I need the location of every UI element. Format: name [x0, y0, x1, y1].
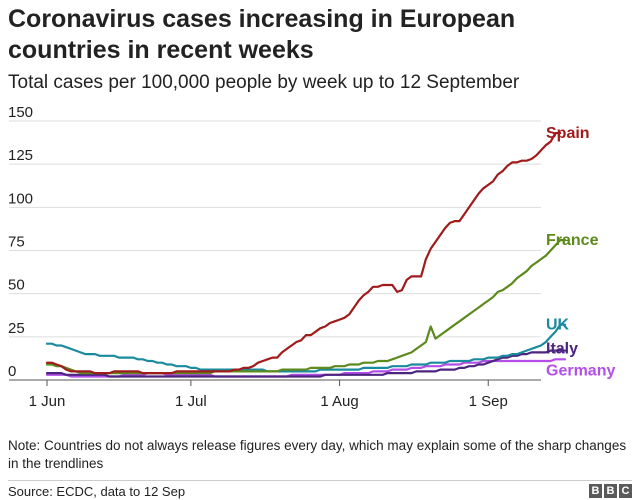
- chart-subtitle: Total cases per 100,000 people by week u…: [8, 72, 520, 93]
- series-label-italy: Italy: [546, 341, 578, 358]
- chart-title: Coronavirus cases increasing in European…: [8, 5, 516, 64]
- y-tick-label: 75: [8, 234, 25, 251]
- x-tick-label: 1 Aug: [320, 393, 358, 410]
- y-tick-label: 125: [8, 147, 33, 164]
- bbc-logo: B B C: [589, 484, 632, 498]
- bbc-logo-block: C: [619, 484, 632, 498]
- y-tick-label: 0: [8, 363, 16, 380]
- series-line-uk: [45, 323, 567, 373]
- series-line-spain: [45, 131, 562, 375]
- bbc-logo-block: B: [604, 484, 617, 498]
- x-tick-label: 1 Jun: [29, 393, 66, 410]
- y-tick-label: 150: [8, 104, 33, 121]
- series-line-germany: [45, 358, 567, 378]
- footer-divider: [8, 480, 632, 481]
- series-label-germany: Germany: [546, 362, 615, 379]
- line-chart: 0 25 50 75 100 125 150 1 Jun 1 Jul 1 Aug 1 Sep Spai…: [8, 104, 615, 410]
- series-label-france: France: [546, 232, 599, 249]
- series-line-france: [45, 239, 567, 375]
- bbc-logo-block: B: [589, 484, 602, 498]
- chart-note: Note: Countries do not always release fi…: [8, 438, 627, 471]
- y-tick-label: 100: [8, 190, 33, 207]
- series-label-spain: Spain: [546, 125, 590, 142]
- series-label-uk: UK: [546, 317, 570, 334]
- chart-source: Source: ECDC, data to 12 Sep: [8, 484, 186, 499]
- x-tick-label: 1 Jul: [175, 393, 207, 410]
- y-tick-label: 25: [8, 320, 25, 337]
- y-tick-label: 50: [8, 277, 25, 294]
- x-tick-label: 1 Sep: [469, 393, 508, 410]
- series-line-italy: [45, 349, 567, 378]
